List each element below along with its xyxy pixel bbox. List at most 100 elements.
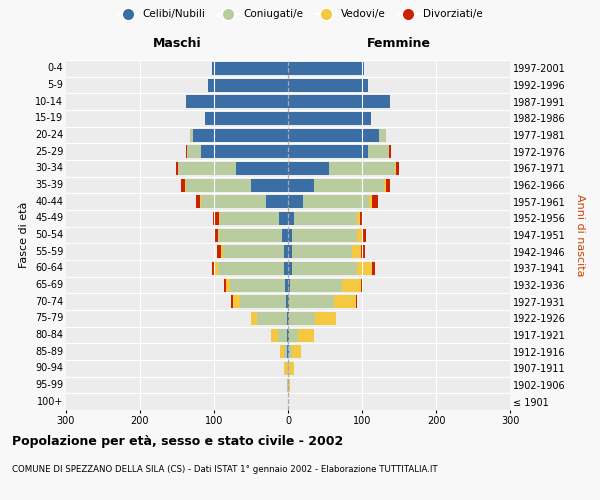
Bar xyxy=(251,312,257,325)
Bar xyxy=(186,95,288,108)
Bar xyxy=(218,228,219,241)
Bar xyxy=(288,95,390,108)
Bar xyxy=(284,345,287,358)
Bar xyxy=(288,212,294,225)
Bar xyxy=(386,178,390,192)
Bar xyxy=(288,128,379,141)
Bar xyxy=(217,245,221,258)
Bar xyxy=(289,312,316,325)
Bar xyxy=(371,262,376,275)
Bar xyxy=(288,295,289,308)
Bar xyxy=(363,228,367,241)
Bar xyxy=(200,145,288,158)
Bar xyxy=(379,128,386,141)
Text: Maschi: Maschi xyxy=(152,37,202,50)
Bar xyxy=(288,362,289,375)
Bar xyxy=(186,145,187,158)
Bar xyxy=(279,212,288,225)
Bar xyxy=(384,178,386,192)
Y-axis label: Anni di nascita: Anni di nascita xyxy=(575,194,585,276)
Bar xyxy=(251,178,288,192)
Bar xyxy=(289,328,298,342)
Bar xyxy=(280,345,284,358)
Bar xyxy=(292,262,357,275)
Bar xyxy=(236,162,288,175)
Bar xyxy=(200,195,266,208)
Bar xyxy=(288,262,292,275)
Bar xyxy=(186,178,251,192)
Bar xyxy=(282,228,288,241)
Bar xyxy=(352,245,361,258)
Y-axis label: Fasce di età: Fasce di età xyxy=(19,202,29,268)
Bar xyxy=(205,112,288,125)
Bar xyxy=(314,178,384,192)
Bar xyxy=(288,62,364,75)
Bar xyxy=(292,345,301,358)
Text: COMUNE DI SPEZZANO DELLA SILA (CS) - Dati ISTAT 1° gennaio 2002 - Elaborazione T: COMUNE DI SPEZZANO DELLA SILA (CS) - Dat… xyxy=(12,465,437,474)
Text: Popolazione per età, sesso e stato civile - 2002: Popolazione per età, sesso e stato civil… xyxy=(12,435,343,448)
Bar xyxy=(208,78,288,92)
Bar xyxy=(284,262,288,275)
Bar xyxy=(212,262,215,275)
Bar xyxy=(288,112,371,125)
Bar xyxy=(292,228,357,241)
Bar xyxy=(287,328,288,342)
Bar xyxy=(215,262,218,275)
Bar xyxy=(361,245,365,258)
Bar xyxy=(334,295,356,308)
Legend: Celibi/Nubili, Coniugati/e, Vedovi/e, Divorziati/e: Celibi/Nubili, Coniugati/e, Vedovi/e, Di… xyxy=(113,5,487,24)
Bar xyxy=(288,245,292,258)
Bar xyxy=(240,295,286,308)
Bar xyxy=(230,278,285,291)
Bar xyxy=(360,212,364,225)
Bar xyxy=(288,178,314,192)
Bar xyxy=(289,295,334,308)
Bar xyxy=(287,345,288,358)
Bar xyxy=(284,245,288,258)
Bar xyxy=(176,162,178,175)
Bar xyxy=(214,228,218,241)
Bar xyxy=(221,245,223,258)
Bar xyxy=(289,378,290,392)
Bar xyxy=(342,278,361,291)
Bar xyxy=(187,145,200,158)
Bar xyxy=(231,295,233,308)
Bar xyxy=(288,312,289,325)
Bar xyxy=(357,212,360,225)
Bar xyxy=(389,145,391,158)
Bar xyxy=(271,328,278,342)
Bar xyxy=(288,278,290,291)
Bar xyxy=(290,278,342,291)
Bar xyxy=(361,278,362,291)
Bar xyxy=(288,145,368,158)
Bar xyxy=(212,62,288,75)
Bar xyxy=(224,278,226,291)
Bar xyxy=(287,362,288,375)
Bar xyxy=(266,195,288,208)
Bar xyxy=(220,212,279,225)
Bar xyxy=(181,178,185,192)
Bar xyxy=(396,162,399,175)
Bar xyxy=(185,178,186,192)
Bar xyxy=(298,328,314,342)
Bar xyxy=(196,195,200,208)
Bar xyxy=(278,328,287,342)
Bar xyxy=(288,195,303,208)
Bar xyxy=(288,228,292,241)
Bar xyxy=(190,128,193,141)
Bar xyxy=(368,145,389,158)
Bar xyxy=(218,262,284,275)
Bar xyxy=(219,228,282,241)
Bar xyxy=(285,278,288,291)
Bar xyxy=(287,378,288,392)
Bar xyxy=(287,312,288,325)
Bar xyxy=(288,378,289,392)
Bar xyxy=(288,328,289,342)
Bar xyxy=(232,295,240,308)
Bar xyxy=(303,195,370,208)
Bar xyxy=(356,295,357,308)
Bar xyxy=(395,162,396,175)
Bar xyxy=(370,195,371,208)
Bar xyxy=(357,228,363,241)
Bar xyxy=(289,345,292,358)
